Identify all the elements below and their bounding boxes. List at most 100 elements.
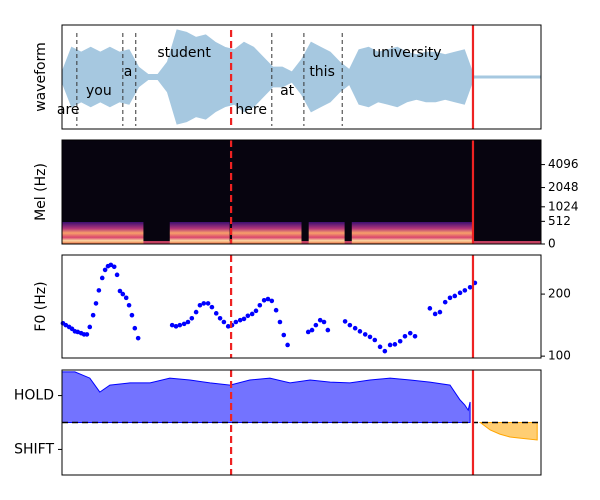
f0-point	[372, 337, 378, 343]
axes-frame	[61, 254, 542, 359]
f0-point	[397, 338, 403, 344]
f0-point	[221, 319, 227, 325]
f0-point	[442, 299, 448, 305]
f0-point	[261, 297, 267, 303]
f0-point	[305, 329, 311, 335]
f0-point	[257, 302, 263, 308]
f0-point	[117, 288, 123, 294]
f0-point	[233, 319, 239, 325]
axes-frame	[61, 24, 542, 130]
f0-point	[209, 304, 215, 310]
f0-point	[181, 321, 187, 327]
f0-point	[313, 322, 319, 328]
f0-point	[169, 322, 175, 328]
f0-point	[87, 324, 93, 330]
word-label: student	[157, 45, 211, 61]
area	[61, 371, 471, 423]
f0-point	[447, 295, 453, 301]
voiced-band	[308, 222, 345, 244]
f0-point	[377, 344, 383, 350]
f0-point	[367, 334, 373, 340]
f0-point	[102, 267, 108, 273]
f0-point	[132, 325, 138, 331]
f0-point	[265, 296, 271, 302]
word-label: this	[309, 64, 335, 80]
f0-point	[281, 332, 287, 338]
y-tick-label: SHIFT	[14, 441, 54, 457]
f0-point	[402, 333, 408, 339]
y-axis-label: waveform	[33, 42, 49, 112]
f0-point	[325, 327, 331, 333]
f0-point	[317, 317, 323, 323]
axes-frame	[61, 369, 542, 476]
y-tick-label: 100	[548, 349, 571, 363]
word-label: are	[57, 102, 80, 118]
f0-point	[342, 319, 348, 324]
f0-point	[277, 319, 283, 325]
y-tick-label: 0	[548, 237, 556, 251]
f0-point	[285, 342, 290, 348]
voiced-band	[351, 222, 474, 244]
f0-point	[362, 332, 368, 337]
f0-point	[245, 313, 251, 319]
f0-point	[201, 301, 207, 306]
f0-point	[309, 327, 315, 333]
f0-point	[241, 316, 247, 322]
f0-point	[357, 329, 363, 334]
f0-point	[108, 262, 114, 268]
y-tick-label: 4096	[548, 157, 579, 171]
waveform	[61, 29, 542, 125]
f0-point	[135, 335, 141, 341]
f0-point	[412, 333, 418, 339]
f0-point	[63, 322, 69, 328]
f0-point	[392, 342, 398, 347]
y-tick-label: 1024	[548, 199, 579, 213]
f0-point	[407, 330, 413, 336]
f0-point	[126, 302, 132, 308]
f0-point	[437, 309, 443, 315]
f0-point	[249, 311, 255, 317]
f0-point	[193, 309, 199, 315]
f0-point	[84, 332, 90, 337]
f0-point	[462, 288, 468, 293]
f0-point	[114, 272, 120, 278]
word-label: university	[372, 45, 441, 61]
f0-point	[321, 319, 327, 325]
f0-point	[213, 311, 219, 316]
f0-point	[269, 298, 275, 304]
y-tick-label: HOLD	[14, 388, 54, 404]
word-label: you	[86, 83, 112, 99]
axes-frame	[61, 139, 542, 245]
f0-point	[347, 322, 353, 328]
f0-point	[120, 291, 126, 297]
y-tick-label: 2048	[548, 180, 579, 194]
f0-point	[457, 290, 463, 296]
voiced-band	[169, 222, 230, 244]
f0-point	[173, 324, 179, 329]
f0-point	[467, 284, 473, 290]
area	[478, 422, 538, 441]
f0-point	[205, 301, 211, 306]
f0-point	[237, 317, 243, 323]
f0-point	[129, 312, 135, 318]
f0-point	[432, 311, 438, 317]
y-tick-label: 200	[548, 287, 571, 301]
f0-point	[111, 264, 117, 270]
f0-point	[452, 293, 458, 299]
word-label: here	[235, 102, 267, 118]
y-tick-label: 512	[548, 214, 571, 228]
f0-point	[197, 302, 203, 308]
word-label: at	[280, 83, 295, 99]
f0-point	[96, 288, 102, 293]
f0-point	[352, 325, 358, 331]
f0-point	[427, 306, 433, 311]
y-axis-label: F0 (Hz)	[33, 281, 49, 331]
voiced-band	[62, 222, 144, 244]
f0-point	[185, 319, 191, 325]
f0-point	[217, 315, 223, 321]
f0-point	[99, 275, 105, 281]
f0-point	[225, 324, 231, 329]
f0-point	[387, 342, 393, 348]
y-axis-label: Mel (Hz)	[33, 163, 49, 221]
